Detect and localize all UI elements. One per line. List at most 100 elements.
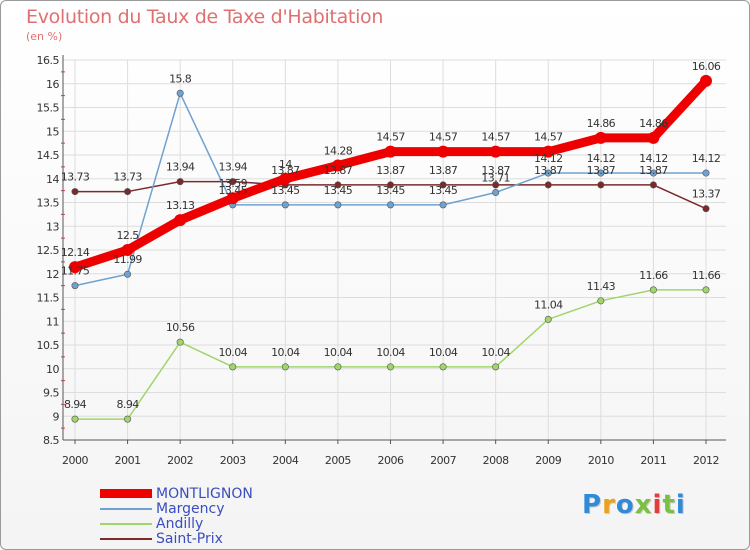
data-label: 14.86 — [639, 117, 668, 130]
data-point — [124, 415, 132, 423]
y-tick-label: 13 — [46, 220, 59, 233]
data-label: 13.94 — [219, 161, 248, 174]
data-label: 13.73 — [61, 171, 90, 184]
data-label: 14.12 — [639, 152, 668, 165]
data-label: 13.87 — [324, 164, 353, 177]
data-point — [439, 201, 447, 209]
data-point — [229, 178, 237, 186]
data-label: 13.87 — [534, 164, 563, 177]
data-point — [702, 286, 710, 294]
data-label: 13.37 — [692, 188, 721, 201]
legend-item-margency: Margency — [100, 501, 253, 517]
x-tick-label: 2011 — [640, 454, 666, 467]
data-label: 13.45 — [271, 184, 300, 197]
data-label: 10.04 — [376, 346, 405, 359]
x-tick-label: 2009 — [535, 454, 561, 467]
data-point — [229, 363, 237, 371]
data-label: 11.66 — [692, 269, 721, 282]
data-label: 13.87 — [481, 164, 510, 177]
y-tick-label: 12 — [46, 268, 59, 281]
data-point — [492, 189, 500, 197]
data-label: 13.59 — [219, 177, 248, 190]
legend-item-saint-prix: Saint-Prix — [100, 531, 253, 547]
data-point — [492, 181, 500, 189]
proxiti-logo: Proxiti — [582, 490, 686, 520]
data-point — [384, 145, 397, 158]
legend-label: Andilly — [156, 515, 204, 532]
data-label: 8.94 — [64, 398, 87, 411]
data-label: 13.45 — [219, 184, 248, 197]
y-tick-label: 15 — [46, 125, 59, 138]
data-point — [492, 363, 500, 371]
data-point — [700, 74, 712, 87]
data-point — [334, 363, 342, 371]
data-point — [437, 145, 450, 158]
data-point — [439, 181, 447, 189]
data-label: 13.45 — [376, 184, 405, 197]
data-label: 16.06 — [692, 60, 721, 73]
data-point — [439, 363, 447, 371]
data-label: 13.45 — [429, 184, 458, 197]
legend-item-andilly: Andilly — [100, 515, 253, 532]
data-label: 10.04 — [481, 346, 510, 359]
y-tick-label: 11.5 — [37, 292, 60, 305]
legend: MONTLIGNON Margency Andilly Saint-Prix — [100, 485, 253, 547]
data-point — [334, 181, 342, 189]
data-point — [594, 131, 607, 144]
data-point — [489, 145, 502, 158]
data-label: 13.73 — [113, 171, 142, 184]
y-tick-label: 9.5 — [43, 387, 59, 400]
data-label: 14.12 — [534, 152, 563, 165]
x-tick-label: 2012 — [693, 454, 719, 467]
y-tick-label: 9 — [53, 410, 60, 423]
data-point — [71, 282, 79, 290]
data-label: 15.8 — [169, 72, 192, 85]
series — [69, 74, 712, 423]
data-point — [226, 192, 239, 205]
data-point — [331, 159, 344, 172]
x-tick-label: 2003 — [220, 454, 246, 467]
data-label: 14.12 — [587, 152, 616, 165]
data-point — [71, 188, 79, 196]
data-point — [71, 415, 79, 423]
legend-swatch — [100, 522, 152, 525]
data-label: 10.04 — [429, 346, 458, 359]
x-tick-label: 2001 — [115, 454, 141, 467]
x-tick-label: 2004 — [272, 454, 298, 467]
data-label: 14.57 — [481, 131, 510, 144]
data-label: 13.87 — [429, 164, 458, 177]
data-point — [386, 363, 394, 371]
data-label: 13.94 — [166, 161, 195, 174]
y-tick-label: 10.5 — [37, 339, 60, 352]
chart-subtitle: (en %) — [26, 30, 63, 43]
x-tick-label: 2002 — [167, 454, 193, 467]
data-label: 11.75 — [61, 265, 90, 278]
x-tick-label: 2010 — [588, 454, 614, 467]
y-tick-label: 11 — [46, 315, 59, 328]
data-point — [702, 169, 710, 177]
data-point — [597, 181, 605, 189]
data-label: 12.5 — [117, 229, 140, 242]
legend-item-montlignon: MONTLIGNON — [100, 485, 253, 502]
data-point — [124, 188, 132, 196]
data-point — [544, 169, 552, 177]
data-point — [649, 286, 657, 294]
data-point — [544, 315, 552, 323]
data-point — [69, 261, 81, 274]
data-label: 11.04 — [534, 298, 563, 311]
data-label: 12.14 — [61, 246, 90, 259]
data-label: 14.12 — [692, 152, 721, 165]
data-point — [649, 181, 657, 189]
y-tick-label: 14 — [46, 173, 59, 186]
data-label: 13.87 — [271, 164, 300, 177]
x-tick-label: 2008 — [483, 454, 509, 467]
data-point — [386, 201, 394, 209]
legend-label: MONTLIGNON — [156, 485, 253, 502]
data-label: 13.87 — [639, 164, 668, 177]
x-tick-label: 2006 — [378, 454, 404, 467]
y-tick-label: 12.5 — [37, 244, 60, 257]
data-label: 14 — [279, 158, 292, 171]
grid — [63, 59, 726, 441]
data-label: 13.87 — [587, 164, 616, 177]
